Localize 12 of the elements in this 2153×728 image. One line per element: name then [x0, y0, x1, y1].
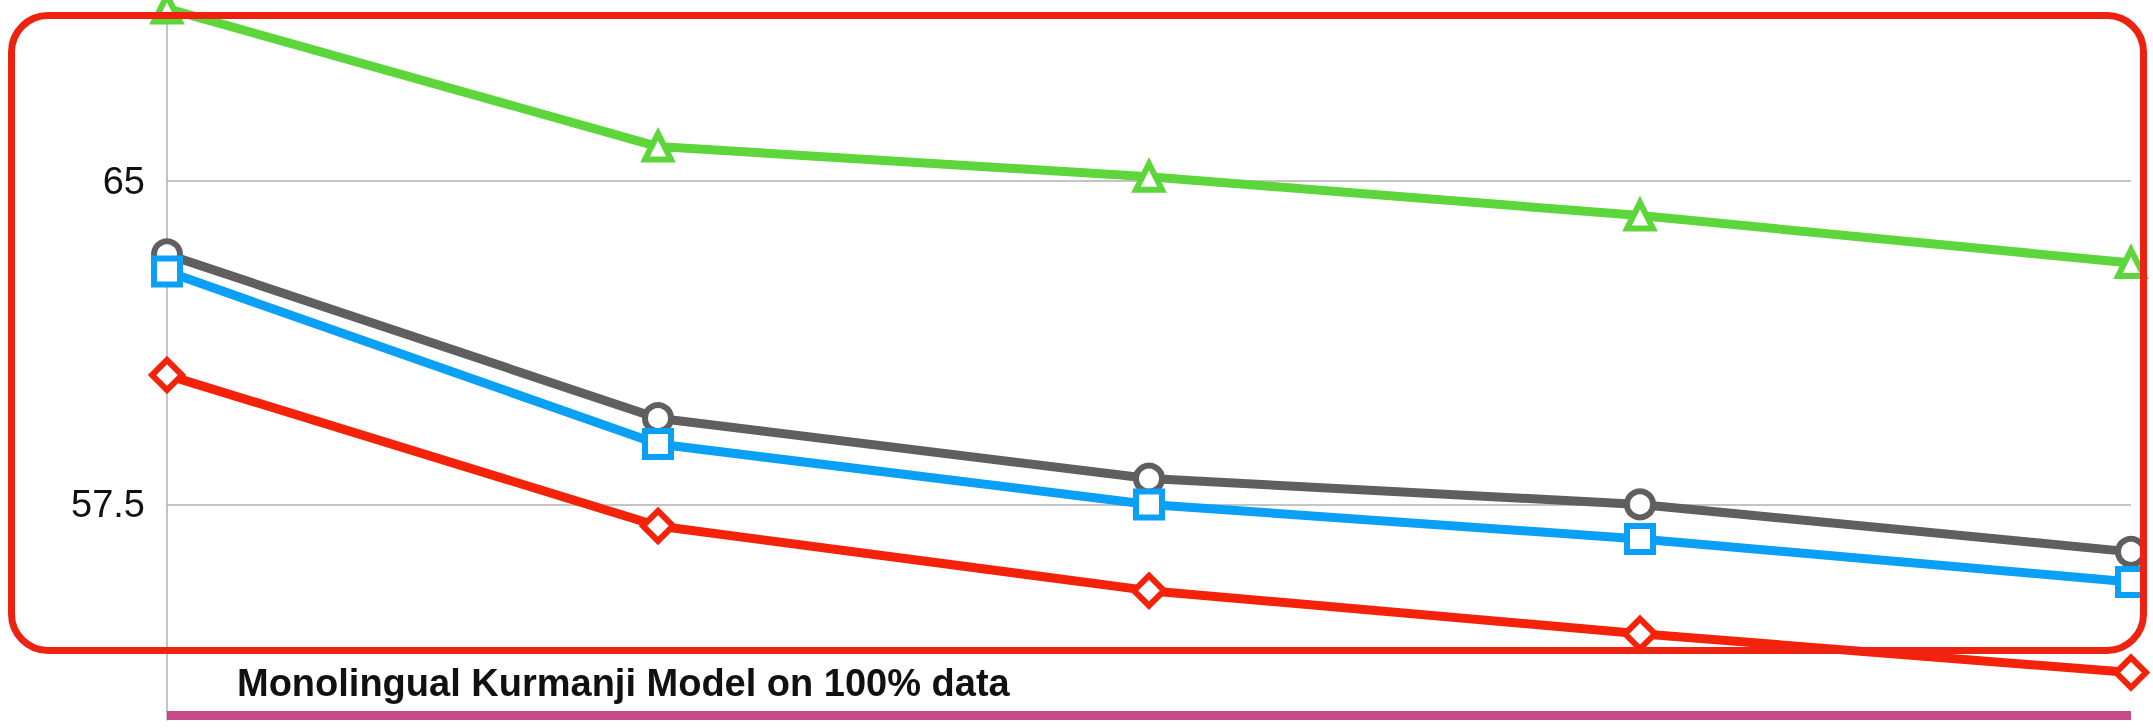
point	[2113, 654, 2149, 691]
point	[1131, 572, 1167, 609]
point	[640, 507, 676, 544]
y-tick-label: 65	[102, 160, 145, 203]
point	[642, 428, 674, 461]
y-tick-label: 57.5	[71, 483, 145, 526]
point	[1624, 522, 1656, 555]
point	[149, 357, 185, 394]
point	[1624, 488, 1656, 521]
point	[151, 255, 183, 288]
point	[1133, 488, 1165, 521]
ref-line-label: Monolingual Kurmanji Model on 100% data	[237, 661, 1011, 704]
